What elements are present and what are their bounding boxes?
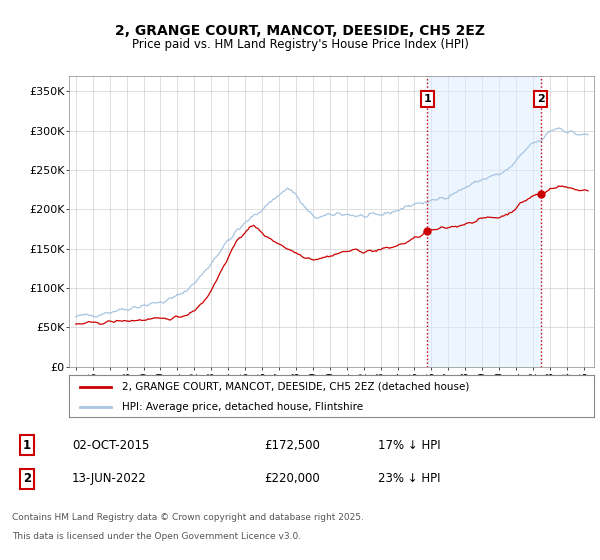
Text: 2: 2 [537,94,545,104]
Text: This data is licensed under the Open Government Licence v3.0.: This data is licensed under the Open Gov… [12,532,301,541]
Text: 02-OCT-2015: 02-OCT-2015 [72,438,149,452]
Text: 2, GRANGE COURT, MANCOT, DEESIDE, CH5 2EZ: 2, GRANGE COURT, MANCOT, DEESIDE, CH5 2E… [115,24,485,38]
Text: 23% ↓ HPI: 23% ↓ HPI [378,472,440,486]
Text: Price paid vs. HM Land Registry's House Price Index (HPI): Price paid vs. HM Land Registry's House … [131,38,469,52]
Text: 17% ↓ HPI: 17% ↓ HPI [378,438,440,452]
Text: 1: 1 [424,94,431,104]
Text: £172,500: £172,500 [264,438,320,452]
Text: 13-JUN-2022: 13-JUN-2022 [72,472,147,486]
Text: Contains HM Land Registry data © Crown copyright and database right 2025.: Contains HM Land Registry data © Crown c… [12,514,364,522]
Text: £220,000: £220,000 [264,472,320,486]
Text: 2: 2 [23,472,31,486]
Text: 1: 1 [23,438,31,452]
Text: HPI: Average price, detached house, Flintshire: HPI: Average price, detached house, Flin… [121,402,362,412]
Bar [427,76,541,367]
Text: 2, GRANGE COURT, MANCOT, DEESIDE, CH5 2EZ (detached house): 2, GRANGE COURT, MANCOT, DEESIDE, CH5 2E… [121,382,469,392]
